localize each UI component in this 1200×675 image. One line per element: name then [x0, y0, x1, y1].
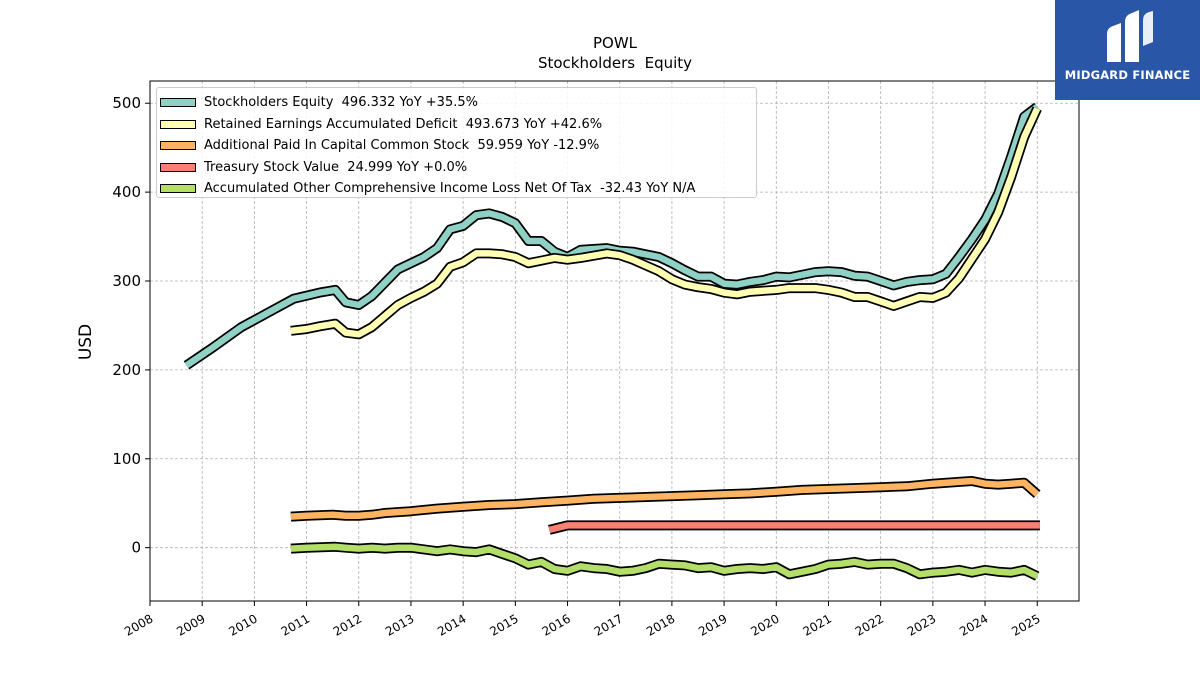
x-tick-label: 2012 [331, 611, 364, 638]
x-tick-label: 2024 [957, 611, 990, 638]
legend-swatch [160, 184, 196, 194]
chart-subtitle: Stockholders Equity [538, 54, 692, 72]
brand-name: MIDGARD FINANCE [1064, 68, 1191, 82]
legend-item-0: Stockholders Equity 496.332 YoY +35.5% [157, 92, 756, 114]
chart-legend: Stockholders Equity 496.332 YoY +35.5% Re… [156, 87, 757, 198]
legend-item-2: Additional Paid In Capital Common Stock … [157, 135, 756, 157]
x-tick-label: 2019 [696, 611, 729, 638]
legend-swatch [160, 98, 196, 108]
series-line-1 [290, 106, 1042, 340]
brand-mark-icon [1107, 10, 1153, 62]
y-tick-label: 0 [131, 539, 141, 557]
legend-label: Stockholders Equity 496.332 YoY +35.5% [204, 95, 478, 111]
x-tick-label: 2011 [279, 611, 312, 638]
x-tick-label: 2015 [487, 611, 520, 638]
legend-label: Additional Paid In Capital Common Stock … [204, 138, 600, 154]
y-tick-label: 300 [112, 272, 141, 290]
legend-item-4: Accumulated Other Comprehensive Income L… [157, 178, 756, 200]
series-line-4 [290, 541, 1040, 581]
x-tick-label: 2025 [1009, 611, 1042, 638]
y-tick-label: 400 [112, 183, 141, 201]
y-tick-label: 200 [112, 361, 141, 379]
x-tick-label: 2022 [853, 611, 886, 638]
y-tick-label: 100 [112, 450, 141, 468]
series-line-2 [290, 476, 1041, 522]
y-tick-label: 500 [112, 94, 141, 112]
x-tick-label: 2016 [540, 611, 573, 638]
legend-item-3: Treasury Stock Value 24.999 YoY +0.0% [157, 157, 756, 179]
x-tick-label: 2020 [748, 611, 781, 638]
legend-label: Retained Earnings Accumulated Deficit 49… [204, 116, 603, 132]
x-tick-label: 2014 [435, 611, 468, 638]
legend-swatch [160, 119, 196, 129]
legend-swatch [160, 141, 196, 151]
legend-swatch [160, 162, 196, 172]
chart-title: POWL [593, 34, 638, 52]
legend-label: Accumulated Other Comprehensive Income L… [204, 181, 696, 197]
legend-label: Treasury Stock Value 24.999 YoY +0.0% [204, 159, 468, 175]
legend-item-1: Retained Earnings Accumulated Deficit 49… [157, 114, 756, 136]
series-lines [183, 102, 1042, 581]
x-tick-label: 2010 [226, 611, 259, 638]
series-line-0 [183, 102, 1041, 370]
x-tick-label: 2008 [122, 611, 155, 638]
x-tick-label: 2023 [905, 611, 938, 638]
y-axis-label: USD [76, 324, 96, 360]
series-line-3 [548, 520, 1040, 535]
x-tick-label: 2021 [801, 611, 834, 638]
x-tick-label: 2017 [592, 611, 625, 638]
x-tick-label: 2018 [644, 611, 677, 638]
x-tick-label: 2013 [383, 611, 416, 638]
x-tick-label: 2009 [174, 611, 207, 638]
brand-logo: MIDGARD FINANCE [1055, 0, 1200, 100]
plot-frame [149, 80, 1080, 602]
